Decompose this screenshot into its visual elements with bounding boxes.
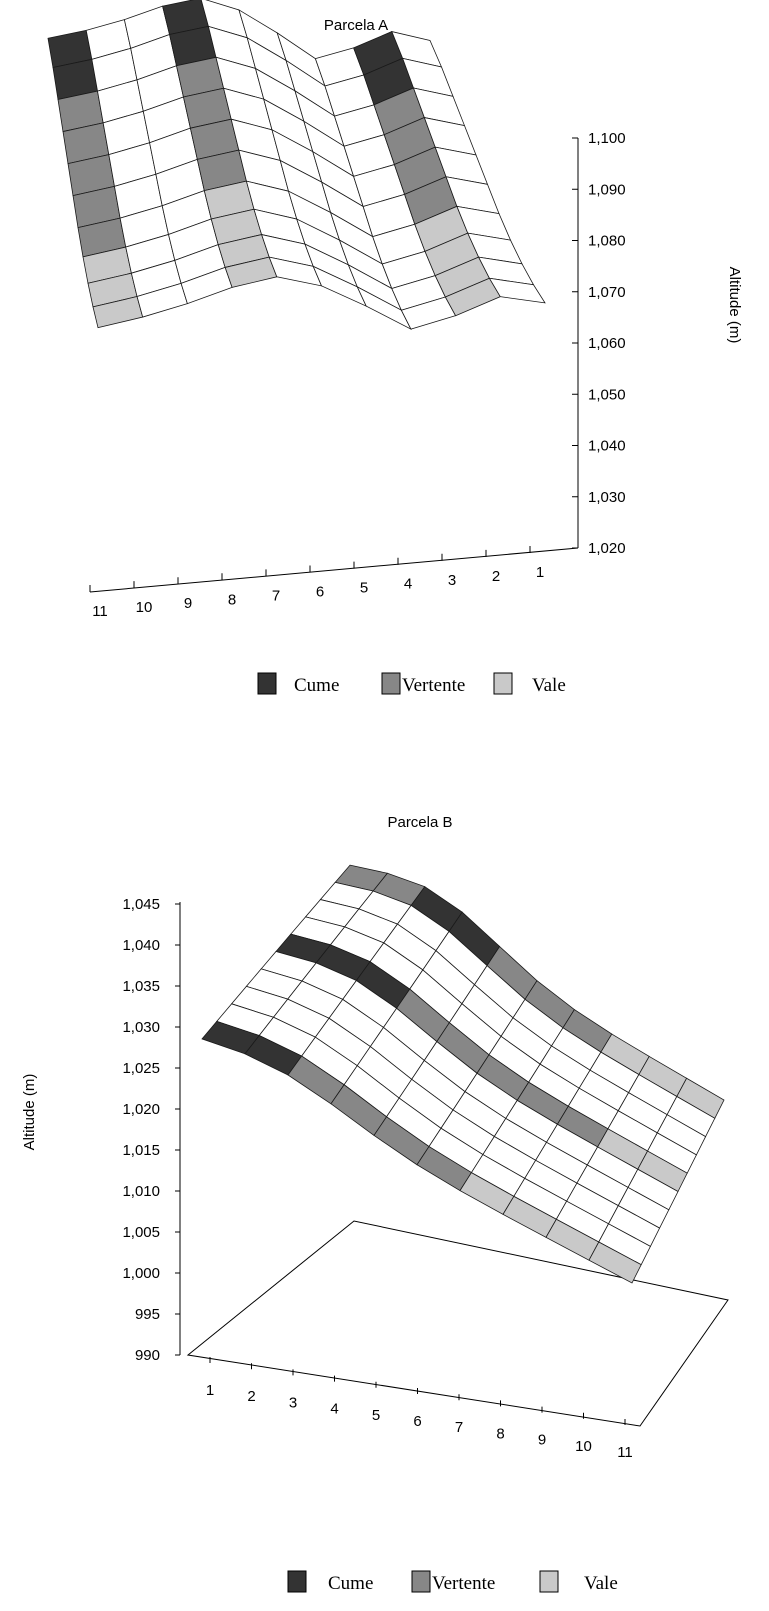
chart-a-legend: Cume Vertente Vale [257,672,566,696]
a-z-tick-label: 1,070 [588,284,626,301]
a-x-tick-label: 5 [360,580,368,597]
legend-a-swatch-cume [257,672,277,695]
chart-a-surface [47,0,546,331]
chart-a-svg: Parcela A 1,020 1,030 1,040 1,050 1,060 1,070… [47,0,743,696]
legend-b-swatch-vertente [411,1570,431,1593]
legend-a-swatch-vale [493,672,513,695]
a-x-tick-label: 9 [184,595,192,612]
legend-b-swatch-cume [287,1570,307,1593]
chart-a-x-ticks: 11 10 9 8 7 6 5 4 3 2 1 [89,546,544,620]
a-x-tick-label: 7 [272,587,280,604]
a-x-tick-label: 10 [136,599,153,616]
chart-parcela-a: Parcela A 1,020 1,030 1,040 1,050 1,060 1,070… [0,0,769,760]
chart-a-z-ticks: 1,020 1,030 1,040 1,050 1,060 1,070 1,080 1,090… [572,130,626,557]
b-z-tick-label: 1,020 [122,1101,160,1118]
a-x-tick-label: 3 [448,572,456,589]
b-z-tick-label: 1,040 [122,937,160,954]
legend-a-label-cume: Cume [294,675,339,696]
a-z-tick-label: 1,020 [588,540,626,557]
b-z-tick-label: 1,035 [122,978,160,995]
legend-a-label-vertente: Vertente [402,675,465,696]
b-x-tick-label: 9 [538,1432,546,1449]
b-z-tick-label: 1,045 [122,896,160,913]
b-z-tick-label: 995 [135,1306,160,1323]
b-x-tick-label: 7 [455,1419,463,1436]
chart-b-y-label: Altitude (m) [21,1074,38,1151]
chart-b-z-ticks: 990 995 1,000 1,005 1,010 1,015 1,020 1,025 1,03… [122,896,180,1364]
a-x-tick-label: 6 [316,584,324,601]
b-x-tick-label: 11 [617,1444,633,1461]
a-z-tick-label: 1,060 [588,335,626,352]
legend-a-label-vale: Vale [532,675,566,696]
a-x-tick-label: 2 [492,568,500,585]
legend-b-label-cume: Cume [328,1573,373,1594]
a-z-tick-label: 1,080 [588,233,626,250]
b-x-tick-label: 5 [372,1407,380,1424]
b-x-tick-label: 2 [247,1388,255,1405]
a-z-tick-label: 1,090 [588,181,626,198]
a-x-tick-label: 8 [228,591,236,608]
b-x-tick-label: 1 [206,1382,214,1399]
b-z-tick-label: 1,025 [122,1060,160,1077]
b-z-tick-label: 1,010 [122,1183,160,1200]
chart-a-title: Parcela A [324,17,388,34]
b-z-tick-label: 1,000 [122,1265,160,1282]
legend-a-swatch-vertente [381,672,401,695]
b-z-tick-label: 990 [135,1347,160,1364]
b-x-tick-label: 4 [330,1401,338,1418]
chart-b-svg: Parcela B 990 995 1,000 1,005 1,010 1,015 1,02… [21,814,729,1594]
chart-a-z-label: Altitude (m) [726,267,743,344]
b-z-tick-label: 1,015 [122,1142,160,1159]
b-x-tick-label: 6 [413,1413,421,1430]
b-x-tick-label: 3 [289,1394,297,1411]
a-z-tick-label: 1,050 [588,386,626,403]
a-z-tick-label: 1,040 [588,438,626,455]
b-x-tick-label: 8 [496,1425,504,1442]
chart-b-x-ticks: 1 2 3 4 5 6 7 8 9 10 11 [206,1357,633,1461]
legend-b-label-vale: Vale [584,1573,618,1594]
b-z-tick-label: 1,030 [122,1019,160,1036]
a-surface-cell [488,277,546,304]
chart-b-floor [186,1220,729,1427]
legend-b-label-vertente: Vertente [432,1573,495,1594]
a-x-tick-label: 4 [404,576,412,593]
chart-a-x-axis [89,547,579,593]
a-z-tick-label: 1,030 [588,489,626,506]
legend-b-swatch-vale [539,1570,559,1593]
b-x-tick-label: 10 [575,1438,592,1455]
chart-b-surface [201,864,725,1284]
a-z-tick-label: 1,100 [588,130,626,147]
a-x-tick-label: 11 [92,603,108,620]
chart-b-legend: Cume Vertente Vale [287,1570,618,1594]
a-x-tick-label: 1 [536,564,544,581]
chart-b-title: Parcela B [387,814,452,831]
b-z-tick-label: 1,005 [122,1224,160,1241]
chart-parcela-b: Parcela B 990 995 1,000 1,005 1,010 1,015 1,02… [0,800,769,1611]
b-surface-cell [588,1241,642,1284]
